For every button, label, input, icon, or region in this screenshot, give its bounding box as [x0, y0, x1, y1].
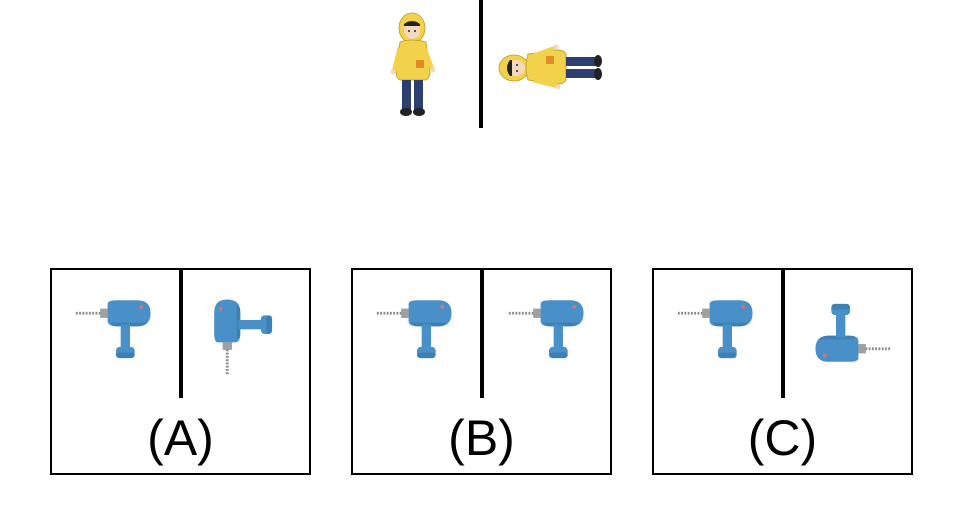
option-b-divider: [480, 270, 484, 398]
option-b-label: (B): [448, 410, 515, 466]
person-upright-image: [390, 10, 440, 120]
option-c-box[interactable]: (C): [652, 268, 913, 475]
option-c-label: (C): [747, 410, 818, 466]
drill-upright-icon: [676, 298, 760, 364]
person-rotated-image: [498, 44, 603, 90]
option-a-label: (A): [147, 410, 214, 466]
drill-rotated-180-icon: [814, 302, 892, 364]
drill-upright-icon: [375, 298, 459, 364]
reference-divider: [479, 0, 483, 128]
reference-pair: [380, 0, 620, 130]
drill-upright-icon: [74, 298, 158, 364]
option-c-divider: [781, 270, 785, 398]
option-a-box[interactable]: (A): [50, 268, 311, 475]
option-a-divider: [179, 270, 183, 398]
drill-rotated-90-icon: [212, 298, 274, 376]
option-b-box[interactable]: (B): [351, 268, 612, 475]
drill-upright-icon: [507, 298, 591, 364]
